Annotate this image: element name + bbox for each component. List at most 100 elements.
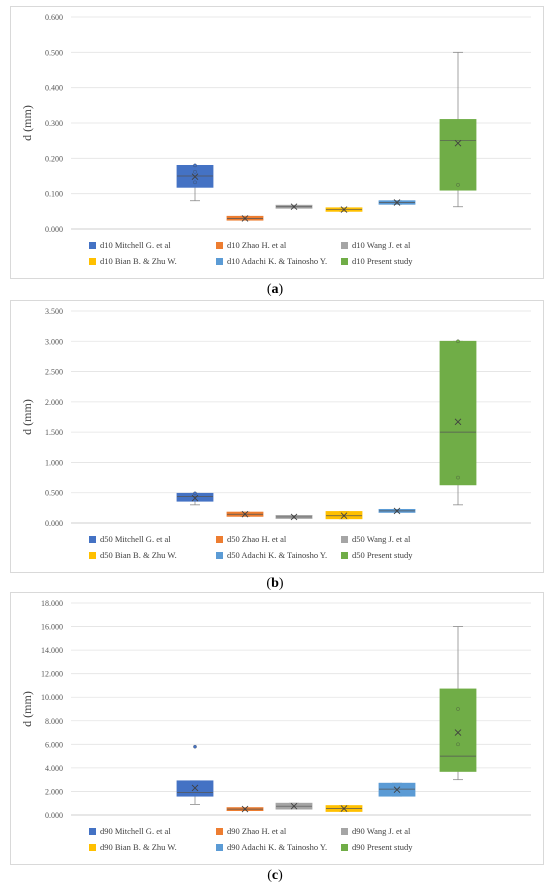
y-tick-label: 3.500 [45,307,63,316]
legend-swatch [89,258,96,265]
mean-marker [340,512,348,520]
y-axis-label: d (mm) [20,399,34,435]
y-tick-label: 0.600 [45,13,63,22]
box-2 [226,805,264,813]
legend-swatch [89,828,96,835]
legend-label: d50 Wang J. et al [352,534,411,544]
panel-label-b: (b) [266,576,284,591]
legend-label: d90 Bian B. & Zhu W. [100,842,177,852]
mean-marker [340,805,348,812]
legend-swatch [216,552,223,559]
y-tick-label: 8.000 [45,717,63,726]
legend-label: d90 Mitchell G. et al [100,826,171,836]
box-4 [325,805,363,812]
legend-label: d90 Present study [352,842,413,852]
y-tick-label: 1.500 [45,428,63,437]
mean-marker [454,139,462,147]
y-tick-label: 0.200 [45,154,63,163]
data-point [193,170,197,174]
chart-panel-a: 0.000 0.100 0.200 0.300 0.400 0.500 0.600 d (mm… [10,6,544,279]
y-axis-label: d (mm) [20,105,34,141]
panel-label-a: (a) [266,282,284,297]
data-point [456,339,460,344]
y-tick-label: 0.100 [45,190,63,199]
y-tick-label: 0.000 [45,519,63,528]
y-tick-label: 3.000 [45,337,63,346]
mean-marker [290,513,298,521]
y-tick-label: 0.300 [45,119,63,128]
y-tick-label: 2.000 [45,398,63,407]
mean-marker [454,729,462,736]
box-plot-b: 0.000 0.500 1.000 1.500 2.000 2.500 3.000 3.500… [20,307,531,560]
legend-swatch [341,552,348,559]
data-point [193,744,197,749]
data-point [456,707,460,711]
y-tick-label: 2.000 [45,787,63,796]
legend-label: d10 Mitchell G. et al [100,240,171,250]
data-point [193,491,197,496]
chart-panel-b: 0.000 0.500 1.000 1.500 2.000 2.500 3.000 3.500… [10,300,544,573]
y-tick-label: 1.000 [45,458,63,467]
box-plot-a: 0.000 0.100 0.200 0.300 0.400 0.500 0.600 d (mm… [20,13,531,266]
mean-marker [454,418,462,426]
y-tick-label: 18.000 [41,599,63,608]
y-tick-label: 10.000 [41,693,63,702]
legend-label: d50 Adachi K. & Tainosho Y. [227,550,327,560]
mean-marker [393,786,401,793]
y-tick-label: 2.500 [45,368,63,377]
chart-panel-c: 0.000 2.000 4.000 6.000 8.000 10.000 12.000 14.… [10,592,544,865]
legend-swatch [341,828,348,835]
box-3 [275,513,313,521]
legend-swatch [216,536,223,543]
mean-marker [241,805,249,813]
legend-label: d50 Bian B. & Zhu W. [100,550,177,560]
legend-label: d50 Zhao H. et al [227,534,287,544]
legend-label: d50 Mitchell G. et al [100,534,171,544]
mean-marker [393,199,401,206]
mean-marker [290,802,298,810]
legend-swatch [341,844,348,851]
y-tick-label: 16.000 [41,623,63,632]
data-point [193,180,197,185]
box-2 [226,215,264,222]
y-tick-label: 0.500 [45,489,63,498]
box-5 [378,507,416,515]
mean-marker [191,784,199,792]
data-point [456,183,460,187]
y-tick-label: 0.000 [45,811,63,820]
box-3 [275,802,313,810]
legend-swatch [89,242,96,249]
legend-label: d10 Bian B. & Zhu W. [100,256,177,266]
box-plot-c: 0.000 2.000 4.000 6.000 8.000 10.000 12.000 14.… [20,599,531,852]
data-point [456,475,460,480]
box-1 [176,163,214,202]
legend-label: d10 Wang J. et al [352,240,411,250]
iqr-box [439,340,477,486]
y-tick-label: 14.000 [41,646,63,655]
legend-label: d10 Adachi K. & Tainosho Y. [227,256,327,266]
iqr-box [439,119,477,191]
box-2 [226,510,264,518]
legend-label: d90 Wang J. et al [352,826,411,836]
panel-label-c: (c) [267,868,283,883]
data-point [456,742,460,747]
legend-swatch [341,258,348,265]
mean-marker [290,203,298,211]
box-1 [176,491,214,506]
mean-marker [241,510,249,518]
legend-label: d90 Adachi K. & Tainosho Y. [227,842,327,852]
mean-marker [191,494,199,502]
legend-swatch [89,552,96,559]
box-1 [176,744,214,805]
box-3 [275,203,313,211]
box-4 [325,511,363,520]
y-tick-label: 4.000 [45,764,63,773]
legend-swatch [216,844,223,851]
mean-marker [241,215,249,222]
y-tick-label: 12.000 [41,670,63,679]
y-tick-label: 0.500 [45,48,63,57]
mean-marker [191,173,199,181]
mean-marker [393,507,401,515]
legend-swatch [341,242,348,249]
box-6 [439,339,477,506]
